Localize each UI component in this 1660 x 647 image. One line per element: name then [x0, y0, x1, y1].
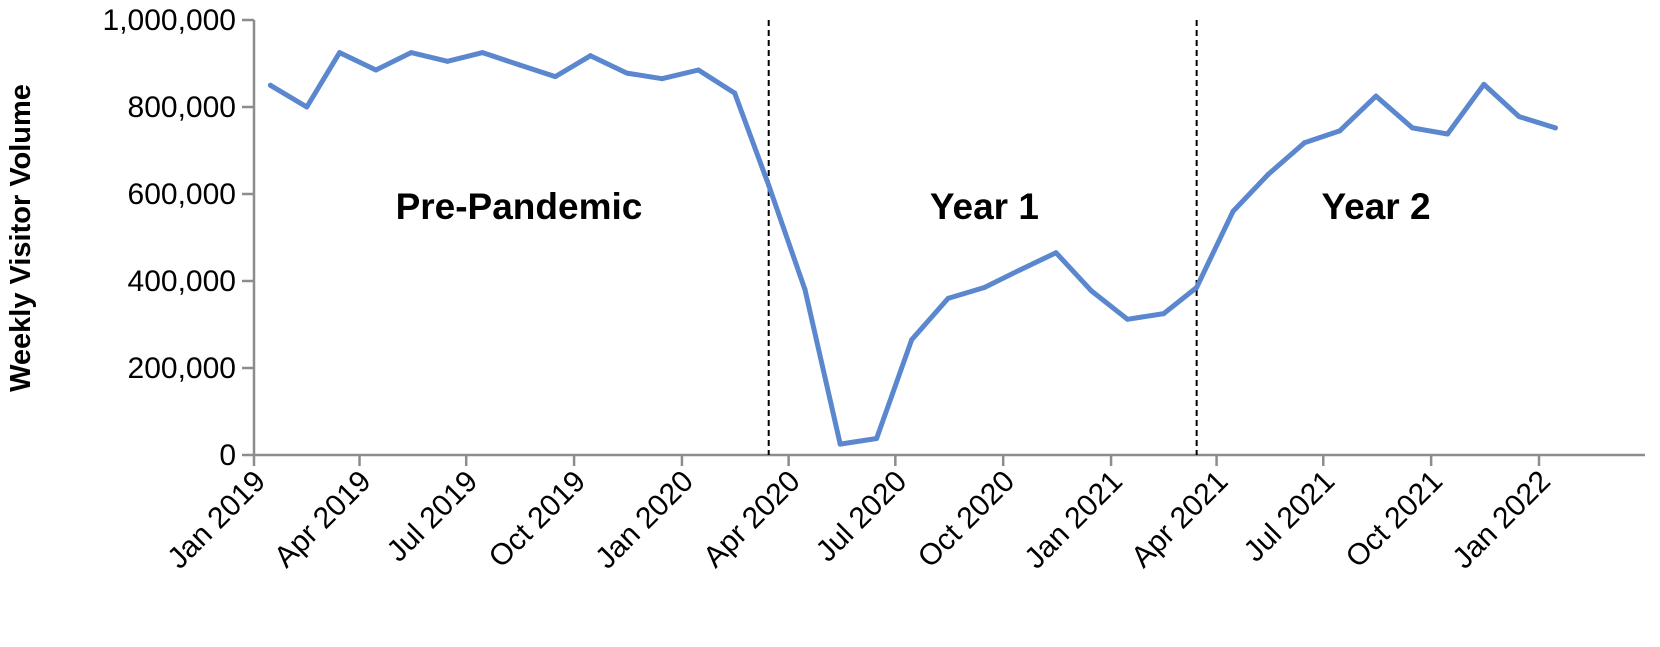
data-point — [304, 104, 310, 110]
data-point — [837, 441, 843, 447]
data-point — [1230, 208, 1236, 214]
data-point — [732, 90, 738, 96]
x-tick-label: Oct 2021 — [1340, 465, 1449, 574]
data-point — [1337, 128, 1343, 134]
data-point — [1516, 114, 1522, 120]
x-tick-label: Oct 2019 — [483, 465, 592, 574]
data-point — [587, 53, 593, 59]
data-point — [802, 287, 808, 293]
data-point — [624, 70, 630, 76]
series-group — [267, 50, 1558, 447]
period-label: Year 1 — [930, 186, 1039, 227]
data-point — [373, 67, 379, 73]
data-point — [1481, 81, 1487, 87]
period-label: Year 2 — [1321, 186, 1430, 227]
x-tick-label: Jan 2020 — [589, 465, 700, 576]
data-point — [1373, 93, 1379, 99]
x-tick-label: Jan 2022 — [1446, 465, 1557, 576]
y-tick-label: 0 — [219, 439, 236, 472]
data-point — [1053, 250, 1059, 256]
x-tick-label: Jan 2021 — [1018, 465, 1129, 576]
data-point — [337, 50, 343, 56]
data-point — [1409, 125, 1415, 131]
data-point — [695, 67, 701, 73]
data-point — [444, 58, 450, 64]
y-tick-label: 200,000 — [128, 352, 236, 385]
period-label: Pre-Pandemic — [396, 186, 643, 227]
y-tick-label: 1,000,000 — [103, 4, 236, 37]
data-point — [1194, 285, 1200, 291]
data-point — [480, 50, 486, 56]
data-point — [1302, 140, 1308, 146]
chart-axes — [252, 20, 1645, 457]
data-point — [981, 285, 987, 291]
x-tick-label: Jul 2019 — [381, 465, 485, 569]
x-tick-label: Jul 2021 — [1238, 465, 1342, 569]
y-ticks: 0 200,000 400,000 600,000 800,000 1,000,000 — [103, 4, 254, 472]
y-tick-label: 800,000 — [128, 91, 236, 124]
y-tick-label: 400,000 — [128, 265, 236, 298]
data-point — [766, 182, 772, 188]
data-point — [1445, 131, 1451, 137]
x-tick-label: Oct 2020 — [912, 465, 1021, 574]
data-point — [909, 337, 915, 343]
data-point — [1161, 311, 1167, 317]
data-point — [516, 62, 522, 68]
data-point — [552, 74, 558, 80]
data-point — [659, 76, 665, 82]
x-tick-label: Apr 2019 — [268, 465, 377, 574]
x-tick-label: Jan 2019 — [161, 465, 272, 576]
data-point — [267, 82, 273, 88]
x-tick-label: Jul 2020 — [810, 465, 914, 569]
x-tick-label: Apr 2020 — [697, 465, 806, 574]
period-labels: Pre-Pandemic Year 1 Year 2 — [396, 186, 1431, 227]
series-line — [267, 50, 1558, 447]
y-axis-label: Weekly Visitor Volume — [5, 84, 37, 392]
data-point — [874, 435, 880, 441]
period-dividers — [767, 20, 1198, 455]
data-point — [1265, 171, 1271, 177]
data-point — [1124, 316, 1130, 322]
data-point — [945, 295, 951, 301]
data-point — [1088, 288, 1094, 294]
y-tick-label: 600,000 — [128, 178, 236, 211]
data-point — [408, 50, 414, 56]
x-tick-label: Apr 2021 — [1125, 465, 1234, 574]
data-point — [1552, 125, 1558, 131]
data-point — [1017, 267, 1023, 273]
